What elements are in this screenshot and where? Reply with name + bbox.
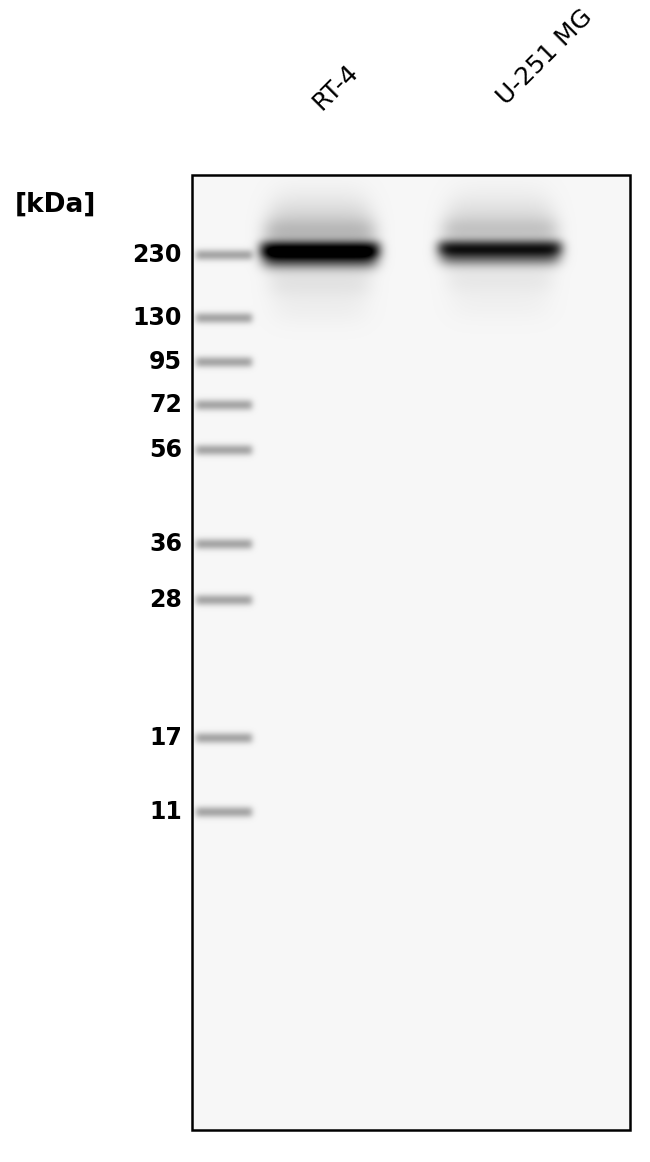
Text: 56: 56 [149, 438, 182, 462]
Text: 28: 28 [149, 588, 182, 612]
Text: 72: 72 [149, 393, 182, 417]
Text: [kDa]: [kDa] [15, 192, 96, 218]
Text: 11: 11 [150, 799, 182, 824]
Text: RT-4: RT-4 [308, 60, 363, 115]
Text: 36: 36 [149, 532, 182, 555]
Text: 95: 95 [149, 350, 182, 374]
Bar [192, 175, 630, 1129]
Text: 230: 230 [133, 243, 182, 267]
Text: 17: 17 [149, 726, 182, 749]
Text: 130: 130 [133, 306, 182, 330]
Text: U-251 MG: U-251 MG [493, 6, 597, 110]
